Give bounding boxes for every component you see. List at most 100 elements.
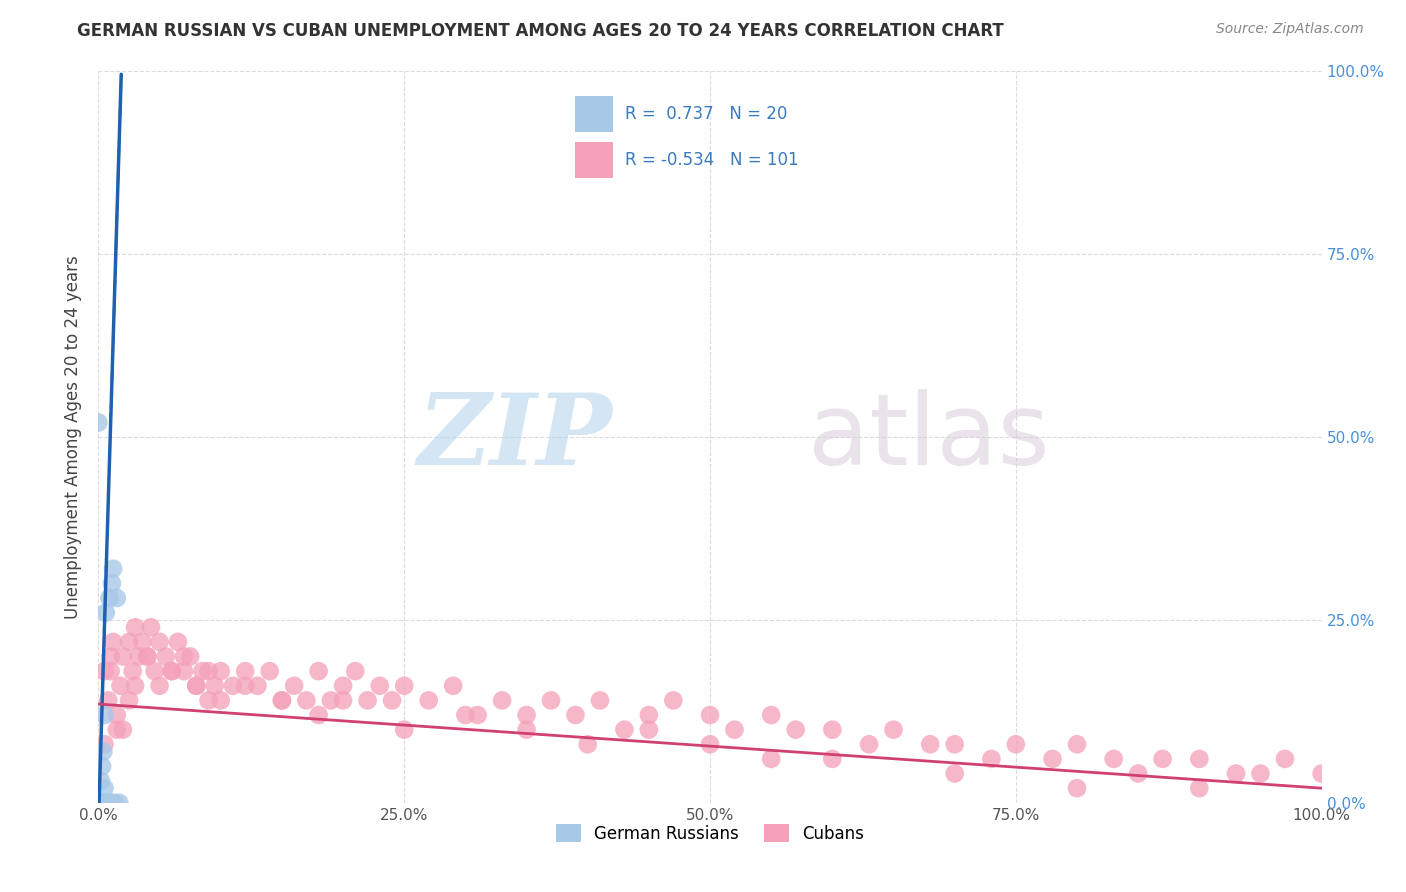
Point [637,708,661,723]
Point [110,679,132,693]
Point [136,649,159,664]
Point [97,796,120,810]
Point [124,620,146,634]
Point [96,796,118,810]
Point [128,649,150,664]
Point [344,664,367,678]
Point [883,723,905,737]
Text: ZIP: ZIP [418,389,612,485]
Point [761,752,783,766]
Point [149,679,172,693]
Point [197,693,219,707]
Point [1066,737,1088,751]
Point [155,649,177,664]
Point [93,781,115,796]
Point [576,737,599,751]
Point [319,693,342,707]
Point [90,796,112,810]
Point [821,752,844,766]
Point [93,664,115,678]
Point [101,562,124,576]
Point [105,591,128,605]
Point [295,693,318,707]
Point [1249,766,1271,780]
Point [332,679,354,693]
Point [943,766,966,780]
Point [467,708,489,723]
Point [179,649,201,664]
Point [699,708,721,723]
Point [94,606,117,620]
Point [418,693,440,707]
Point [1066,781,1088,796]
Point [222,679,245,693]
Text: Source: ZipAtlas.com: Source: ZipAtlas.com [1216,22,1364,37]
Point [662,693,685,707]
Point [246,679,269,693]
Point [118,635,141,649]
Point [381,693,404,707]
Point [111,723,134,737]
Point [91,759,114,773]
Point [100,664,122,678]
Point [233,664,256,678]
Point [100,649,122,664]
Point [589,693,612,707]
Point [270,693,294,707]
Point [368,679,391,693]
Point [637,723,661,737]
Point [93,737,115,751]
Point [91,745,114,759]
Point [943,737,966,751]
Point [143,664,166,678]
Point [1102,752,1125,766]
Point [105,708,128,723]
Point [89,796,111,810]
Point [858,737,880,751]
Point [101,576,124,591]
Point [100,796,122,810]
Point [540,693,562,707]
Point [454,708,477,723]
Point [149,635,172,649]
Point [173,649,195,664]
Point [98,591,121,605]
Point [160,664,183,678]
Point [167,635,190,649]
Point [441,679,464,693]
Point [108,796,131,810]
Point [1128,766,1150,780]
Point [1152,752,1174,766]
Point [723,723,745,737]
Point [920,737,942,751]
Point [392,679,416,693]
Point [101,635,124,649]
Point [1310,766,1333,780]
Point [1042,752,1064,766]
Point [980,752,1002,766]
Point [186,679,208,693]
Point [186,679,208,693]
Point [515,723,537,737]
Point [173,664,195,678]
Point [491,693,513,707]
Point [209,693,232,707]
Point [356,693,378,707]
Point [821,723,844,737]
Point [111,649,134,664]
Text: GERMAN RUSSIAN VS CUBAN UNEMPLOYMENT AMONG AGES 20 TO 24 YEARS CORRELATION CHART: GERMAN RUSSIAN VS CUBAN UNEMPLOYMENT AMO… [77,22,1004,40]
Point [1225,766,1247,780]
Point [91,796,114,810]
Point [1274,752,1296,766]
Point [90,773,112,788]
Point [139,620,162,634]
Point [97,693,120,707]
Point [197,664,219,678]
Point [699,737,721,751]
Point [103,796,125,810]
Point [209,664,232,678]
Point [613,723,636,737]
Point [259,664,281,678]
Point [160,664,183,678]
Point [105,723,128,737]
